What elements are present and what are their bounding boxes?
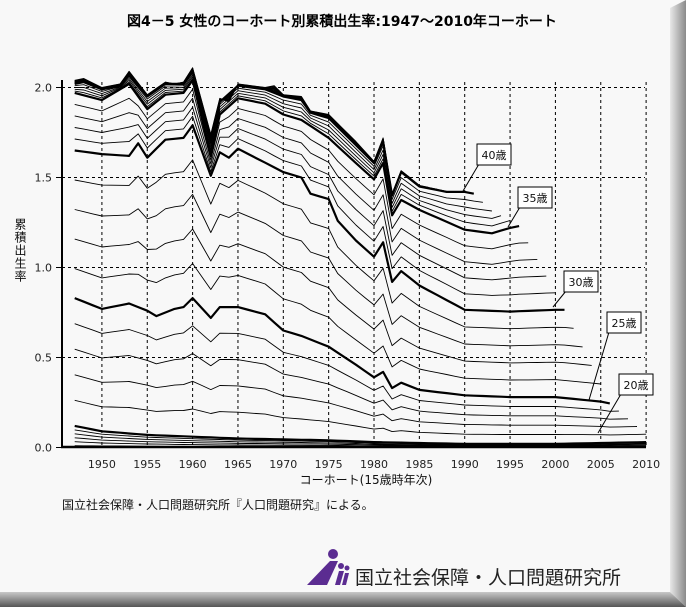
logo-text: 国立社会保障・人口問題研究所 xyxy=(355,567,621,589)
chart-title: 図4－5 女性のコーホート別累積出生率:1947～2010年コーホート xyxy=(127,13,557,30)
label-box xyxy=(517,186,553,209)
y-tick-label: 1.5 xyxy=(35,172,53,185)
label-box xyxy=(606,311,642,334)
y-tick-label: 0.5 xyxy=(35,352,53,365)
label-leader-line xyxy=(462,163,480,192)
series-line-age-17 xyxy=(74,437,647,447)
x-tick-label: 1970 xyxy=(269,458,297,471)
label-leader-line xyxy=(597,393,622,434)
series-line-age-38 xyxy=(74,74,492,212)
series-line-age-35 xyxy=(74,79,520,235)
series-line-age-40 xyxy=(74,70,475,197)
x-tick-label: 1965 xyxy=(224,458,252,471)
series-line-age-28 xyxy=(74,193,583,348)
x-tick-label: 2010 xyxy=(632,458,660,471)
logo-mark-icon xyxy=(307,549,350,585)
x-tick-label: 1995 xyxy=(496,458,524,471)
series-line-age-32 xyxy=(74,106,547,281)
x-tick-label: 2005 xyxy=(587,458,615,471)
x-tick-label: 2000 xyxy=(541,458,569,471)
series-line-age-49 xyxy=(74,67,393,194)
source-note: 国立社会保障・人口問題研究所『人口問題研究』による。 xyxy=(62,497,374,512)
x-tick-label: 1960 xyxy=(179,458,207,471)
y-tick-label: 0.0 xyxy=(35,442,53,455)
y-axis-label: 累積出生率 xyxy=(13,218,27,283)
series-line-age-24 xyxy=(74,323,619,412)
series-line-age-39 xyxy=(74,72,483,203)
label-leader-line xyxy=(507,206,521,228)
label-box xyxy=(476,143,512,166)
series-line-age-23 xyxy=(74,348,629,420)
age-label-20: 20歳 xyxy=(624,379,649,392)
x-tick-labels: 1950 1955 1960 1965 1970 1975 1980 1985 1990 1995… xyxy=(88,458,660,471)
x-tick-label: 1975 xyxy=(315,458,343,471)
series-line-age-37 xyxy=(74,76,502,219)
x-tick-label: 1955 xyxy=(133,458,161,471)
age-label-25: 25歳 xyxy=(612,317,637,330)
series-line-age-21 xyxy=(74,399,647,436)
series-line-age-30 xyxy=(74,124,565,313)
series-line-age-25 xyxy=(74,297,611,405)
y-tick-labels: 0.0 0.5 1.0 1.5 2.0 xyxy=(35,82,53,455)
y-tick-label: 2.0 xyxy=(35,82,53,95)
age-label-40: 40歳 xyxy=(482,149,507,162)
x-tick-label: 1950 xyxy=(88,458,116,471)
x-tick-label: 1990 xyxy=(451,458,479,471)
frame-bottom-bevel xyxy=(0,592,686,607)
series-line-age-27 xyxy=(74,228,592,366)
series-line-age-34 xyxy=(74,88,529,250)
series-line-age-29 xyxy=(74,159,574,330)
label-leader-line xyxy=(588,331,610,401)
label-box xyxy=(563,270,599,293)
label-leader-line xyxy=(552,290,567,308)
x-tick-label: 1985 xyxy=(405,458,433,471)
frame-right-bevel xyxy=(670,0,686,607)
age-labels: 20歳 25歳 30歳 35歳 40歳 xyxy=(462,143,654,434)
age-label-35: 35歳 xyxy=(523,192,548,205)
series-line-age-31 xyxy=(74,115,556,296)
label-box xyxy=(618,373,654,396)
x-tick-label: 1980 xyxy=(360,458,388,471)
grid-lines xyxy=(56,82,647,448)
series-line-age-20 xyxy=(74,424,647,445)
series-line-age-33 xyxy=(74,97,538,265)
series-line-age-26 xyxy=(74,263,601,385)
series-line-age-22 xyxy=(74,374,638,428)
institute-logo: 国立社会保障・人口問題研究所 xyxy=(307,549,621,589)
y-tick-label: 1.0 xyxy=(35,262,53,275)
series-line-age-36 xyxy=(74,78,511,227)
age-label-30: 30歳 xyxy=(569,276,594,289)
x-axis-label: コーホート(15歳時年次) xyxy=(300,473,433,487)
